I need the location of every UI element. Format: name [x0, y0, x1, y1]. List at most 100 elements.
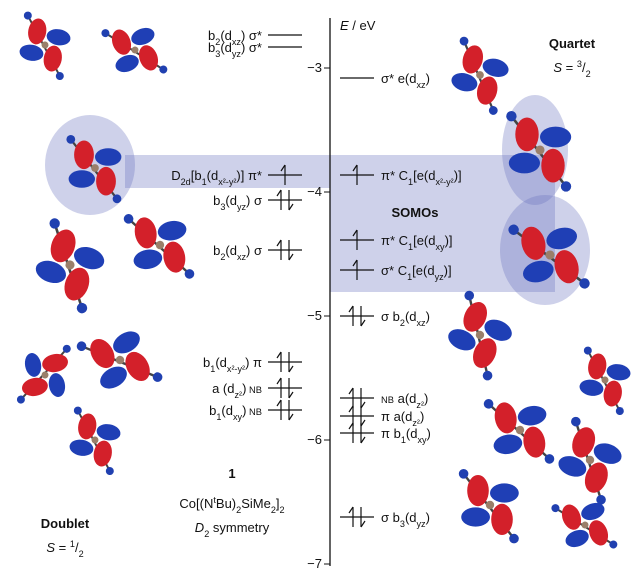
- text-segment: ) σ: [246, 243, 262, 258]
- lobe: [41, 352, 70, 374]
- lobe: [23, 352, 43, 378]
- metal: [155, 240, 165, 250]
- tick-label: −6: [307, 432, 322, 447]
- text-segment: [e(d: [413, 168, 435, 183]
- lobe: [581, 459, 612, 496]
- lobe: [605, 362, 631, 382]
- lobe: [69, 170, 95, 188]
- atom: [509, 534, 519, 544]
- somo-highlight: [45, 95, 590, 305]
- lobe: [68, 438, 94, 458]
- text-segment: ) σ*: [241, 40, 262, 55]
- tick-label: −3: [307, 60, 322, 75]
- text-segment: [e(d: [413, 233, 435, 248]
- lobe: [85, 335, 119, 373]
- atom: [151, 371, 164, 384]
- atom: [75, 301, 88, 314]
- text-segment: D: [195, 520, 204, 535]
- text-segment: S: [553, 60, 562, 75]
- lobe: [129, 25, 157, 48]
- compound-formula: Co[(NtBu)2SiMe2]2: [179, 495, 284, 515]
- text-segment: NB: [246, 385, 262, 395]
- level-label: b1(dx²-y²) π: [203, 355, 262, 374]
- orbital: [64, 406, 124, 476]
- lobe: [156, 219, 188, 243]
- level-label: b1(dxy) NB: [209, 403, 262, 422]
- lobe: [461, 507, 490, 526]
- lobe: [113, 52, 141, 75]
- text-segment: [e(d: [412, 263, 434, 278]
- atom: [488, 105, 499, 116]
- text-segment: =: [562, 60, 577, 75]
- atom: [459, 469, 469, 479]
- text-segment: NB: [246, 407, 262, 417]
- text-segment: ) π: [245, 355, 262, 370]
- text-segment: b: [209, 403, 216, 418]
- lobe: [491, 504, 513, 535]
- text-segment: 2: [280, 505, 285, 515]
- text-segment: )] π*: [236, 168, 262, 183]
- lobe: [136, 43, 162, 74]
- text-segment: symmetry: [209, 520, 269, 535]
- text-segment: z²: [235, 390, 243, 400]
- level-label: b2(dxz) σ: [213, 243, 262, 262]
- orbital: [9, 344, 79, 404]
- text-segment: / eV: [349, 18, 376, 33]
- atom: [73, 406, 82, 415]
- lobe: [515, 118, 538, 152]
- text-segment: σ b: [381, 309, 400, 324]
- text-segment: 2: [79, 549, 84, 559]
- text-segment: [b: [191, 168, 202, 183]
- lobe: [492, 432, 524, 456]
- text-segment: (d: [220, 40, 232, 55]
- text-segment: ): [426, 71, 430, 86]
- text-segment: b: [203, 355, 210, 370]
- metal: [91, 164, 99, 172]
- orbital: [24, 217, 113, 315]
- text-segment: SOMOs: [392, 205, 439, 220]
- mo-diagram: E / eV−3−4−5−6−7b2(dxz) σ*b3(dyz) σ*D2d[…: [0, 0, 635, 569]
- atom: [550, 503, 560, 513]
- text-segment: 1: [228, 466, 235, 481]
- tick-label: −4: [307, 184, 322, 199]
- state-spin: S = 1/2: [46, 539, 83, 559]
- atom: [100, 28, 110, 38]
- text-segment: b: [213, 193, 220, 208]
- metal: [515, 425, 525, 435]
- metal: [535, 145, 544, 154]
- lobe: [449, 70, 479, 94]
- lobe: [109, 27, 135, 58]
- text-segment: ): [426, 510, 430, 525]
- lobe: [60, 264, 94, 304]
- text-segment: ): [420, 409, 424, 424]
- text-segment: π a(d: [381, 409, 412, 424]
- level-label: a (dz²) NB: [212, 381, 262, 400]
- level-label: π b1(dxy): [381, 426, 431, 445]
- text-segment: )]: [454, 168, 462, 183]
- metal: [474, 329, 485, 340]
- orbital: [550, 489, 618, 564]
- orbital: [483, 390, 555, 474]
- metal: [41, 371, 49, 379]
- atom: [481, 369, 494, 382]
- text-segment: π* C: [381, 233, 408, 248]
- atom: [158, 64, 168, 74]
- text-segment: (d: [405, 309, 417, 324]
- text-segment: a (d: [212, 381, 234, 396]
- text-segment: x²-y²: [436, 177, 454, 187]
- orbital: [75, 314, 164, 408]
- compound-symmetry: D2 symmetry: [195, 520, 270, 539]
- text-segment: a(d: [394, 391, 416, 406]
- orbital: [100, 14, 168, 89]
- atom: [113, 194, 122, 203]
- text-segment: (d: [207, 168, 219, 183]
- text-segment: π b: [381, 426, 401, 441]
- atom: [55, 71, 64, 80]
- text-segment: ): [427, 426, 431, 441]
- atom: [105, 466, 114, 475]
- orbital: [435, 289, 521, 382]
- lobe: [474, 74, 501, 107]
- text-segment: (d: [225, 193, 237, 208]
- text-segment: x²-y²: [227, 364, 245, 374]
- text-segment: 2d: [181, 177, 191, 187]
